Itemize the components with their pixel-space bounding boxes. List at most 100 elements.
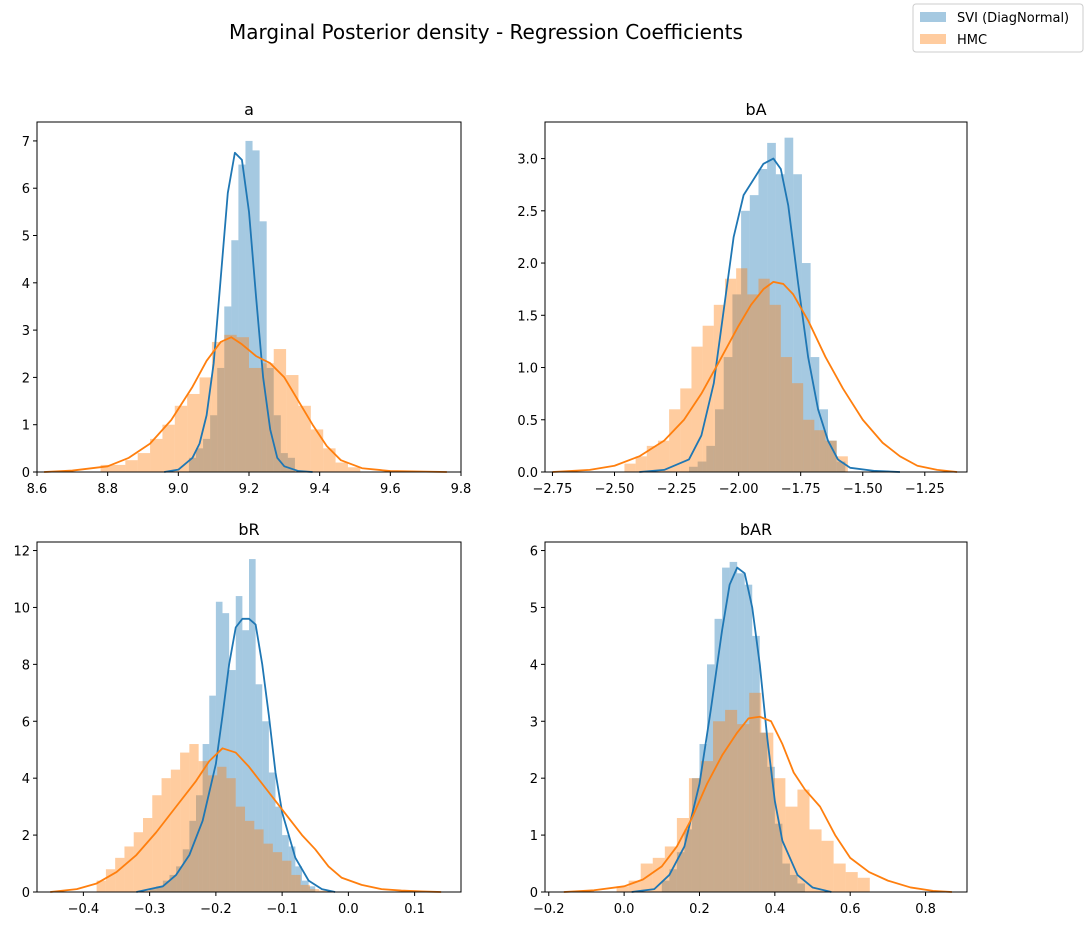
subplot-a: 8.6 8.8 9.0 9.2 9.4 9.6 9.8 0 1 2 3 4 5 6 7 a [22, 100, 472, 497]
hist-bar-hmc [115, 857, 125, 892]
kde-line-svi [631, 566, 832, 893]
y-tick-label: 10 [13, 601, 30, 616]
hist-bar-hmc [616, 886, 629, 892]
subplot-title: bR [238, 520, 259, 539]
x-tick-label: −2.00 [719, 482, 759, 497]
hist-bar-hmc [298, 405, 311, 472]
hist-bar-svi [266, 367, 274, 472]
hist-bar-svi [149, 889, 157, 892]
hist-bar-hmc [211, 341, 225, 472]
legend-swatch-hmc [920, 34, 946, 44]
subplot-bR: −0.4 −0.3 −0.2 −0.1 0.0 0.1 0 2 4 6 8 10 12 bR [13, 520, 462, 917]
hist-bar-svi [287, 457, 295, 472]
x-tick-label: −2.25 [657, 482, 697, 497]
y-tick-label: 4 [530, 658, 538, 673]
hist-bar-svi [182, 849, 190, 892]
hist-bar-hmc [272, 852, 283, 892]
axes-frame [36, 541, 462, 893]
hist-bar-hmc [791, 383, 804, 472]
y-tick-label: 3 [530, 715, 538, 730]
hist-bar-svi [819, 409, 828, 472]
axes-frame [544, 541, 968, 893]
hist-bar-svi [669, 869, 677, 892]
hist-bar-svi [749, 195, 759, 472]
x-tick-label: 0.0 [614, 902, 635, 917]
hist-bar-hmc [749, 692, 762, 892]
hist-bar-svi [238, 164, 246, 472]
hist-bar-hmc [857, 877, 870, 892]
y-tick-label: 6 [22, 182, 30, 197]
x-tick-label: −0.2 [533, 902, 565, 917]
y-tick-label: 1.5 [517, 309, 538, 324]
hist-bar-svi [741, 210, 750, 472]
hist-bar-hmc [180, 752, 190, 892]
hist-bar-svi [295, 866, 303, 892]
hist-bar-svi [715, 409, 724, 472]
hist-bar-hmc [769, 304, 781, 472]
hist-bar-svi [699, 744, 708, 892]
hist-bar-hmc [700, 761, 714, 892]
y-tick-label: 6 [530, 545, 538, 560]
hist-bar-svi [697, 461, 707, 472]
hist-bar-hmc [187, 393, 200, 472]
kde-line-hmc [563, 715, 952, 893]
hist-bar-hmc [347, 467, 361, 472]
hist-bar-svi [752, 635, 760, 892]
legend-swatch-svi [920, 12, 946, 22]
hist-bar-svi [189, 820, 196, 892]
x-tick-label: 0.2 [689, 902, 710, 917]
hist-bar-svi [249, 559, 256, 892]
hist-bar-hmc [624, 463, 636, 472]
hist-bar-hmc [263, 843, 273, 892]
y-tick-label: 4 [22, 772, 30, 787]
hist-bar-hmc [773, 778, 786, 892]
hist-bar-svi [758, 169, 768, 472]
y-tick-label: 0 [22, 466, 30, 481]
y-tick-label: 0 [530, 886, 538, 901]
hist-bar-hmc [300, 884, 310, 892]
y-tick-label: 2.0 [517, 257, 538, 272]
legend-label-hmc: HMC [957, 33, 987, 48]
hist-bar-svi [789, 874, 798, 892]
hist-bar-hmc [137, 453, 151, 472]
hist-bar-svi [217, 367, 225, 472]
hist-bar-hmc [245, 820, 255, 892]
y-tick-label: 2.5 [517, 205, 538, 220]
hist-bar-svi [224, 306, 232, 472]
hist-bar-svi [245, 140, 253, 473]
x-tick-label: 9.8 [451, 482, 472, 497]
hist-bar-svi [259, 221, 267, 472]
hist-bar-svi [169, 874, 177, 892]
x-tick-label: 0.1 [404, 902, 425, 917]
hist-bar-svi [255, 684, 263, 892]
hist-bar-hmc [680, 388, 692, 472]
hist-bar-svi [176, 866, 183, 892]
hist-bar-svi [162, 880, 170, 892]
hist-bar-hmc [207, 775, 218, 892]
hist-bar-svi [737, 573, 745, 892]
hist-bar-svi [723, 357, 733, 472]
x-tick-label: 9.4 [309, 482, 330, 497]
legend-label-svi: SVI (DiagNormal) [957, 11, 1069, 26]
hist-bar-svi [156, 886, 163, 892]
hist-bar-svi [661, 880, 670, 892]
hist-bar-hmc [758, 278, 770, 472]
x-tick-label: 0.8 [915, 902, 936, 917]
hist-bar-hmc [702, 325, 714, 472]
legend-frame [912, 3, 1084, 53]
x-tick-label: −2.50 [595, 482, 635, 497]
x-tick-label: 0.6 [840, 902, 861, 917]
hist-bar-hmc [143, 818, 153, 892]
hist-bar-hmc [170, 769, 181, 892]
y-tick-label: 2 [22, 829, 30, 844]
hist-bar-svi [722, 567, 730, 892]
hist-bar-svi [275, 806, 283, 892]
hist-bar-svi [262, 721, 269, 892]
hist-bar-hmc [282, 860, 292, 892]
kde-line-svi [136, 617, 336, 893]
hist-bar-hmc [310, 429, 324, 472]
hist-bar-hmc [226, 778, 236, 892]
hist-bar-hmc [112, 464, 126, 472]
kde-line-hmc [552, 280, 958, 473]
subplot-bAR: −0.2 0.0 0.2 0.4 0.6 0.8 0 1 2 3 4 5 6 bAR [530, 520, 968, 917]
